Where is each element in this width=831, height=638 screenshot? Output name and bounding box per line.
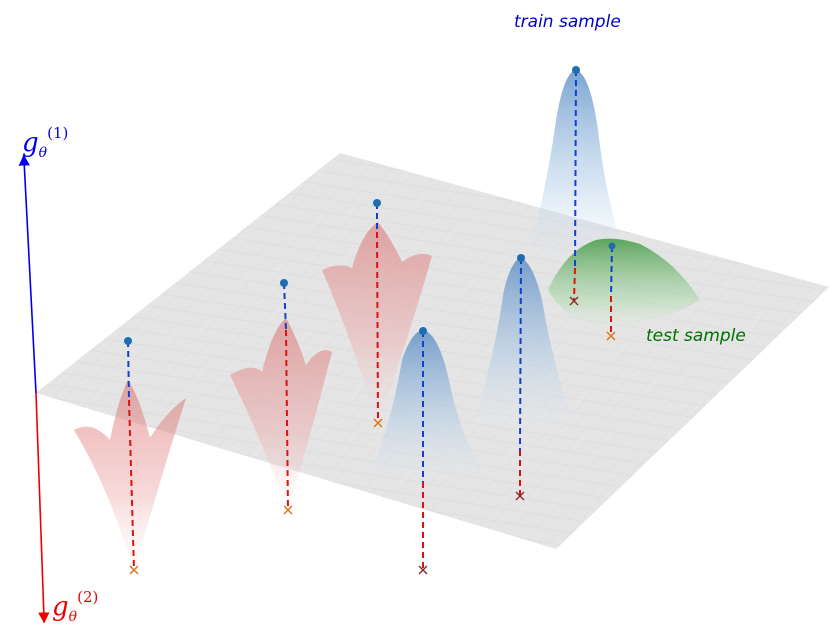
blue-bump-train [530,70,624,261]
axis-1-sub: θ [38,145,48,161]
red-well-1 [74,380,186,572]
test-sample-label: test sample [646,326,746,346]
axis-1-sup: (1) [47,124,69,142]
axis-1-base: g [22,128,39,158]
axis-2-label: gθ (2) [52,588,98,625]
axis-2-base: g [52,592,69,622]
axis-2-sup: (2) [77,588,99,606]
foot-marks [129,296,616,575]
blue-bump-2 [474,258,572,428]
blue-bump-1 [372,330,482,480]
axis-2-sub: θ [68,609,78,625]
axis-1-arrow [18,154,37,394]
sample-points [124,66,616,345]
train-sample-label: train sample [514,12,621,32]
axis-2-arrow [35,392,50,624]
axis-1-label: gθ (1) [22,124,68,161]
green-bump-test [548,238,700,330]
stems [127,69,613,571]
red-well-2 [230,318,332,512]
